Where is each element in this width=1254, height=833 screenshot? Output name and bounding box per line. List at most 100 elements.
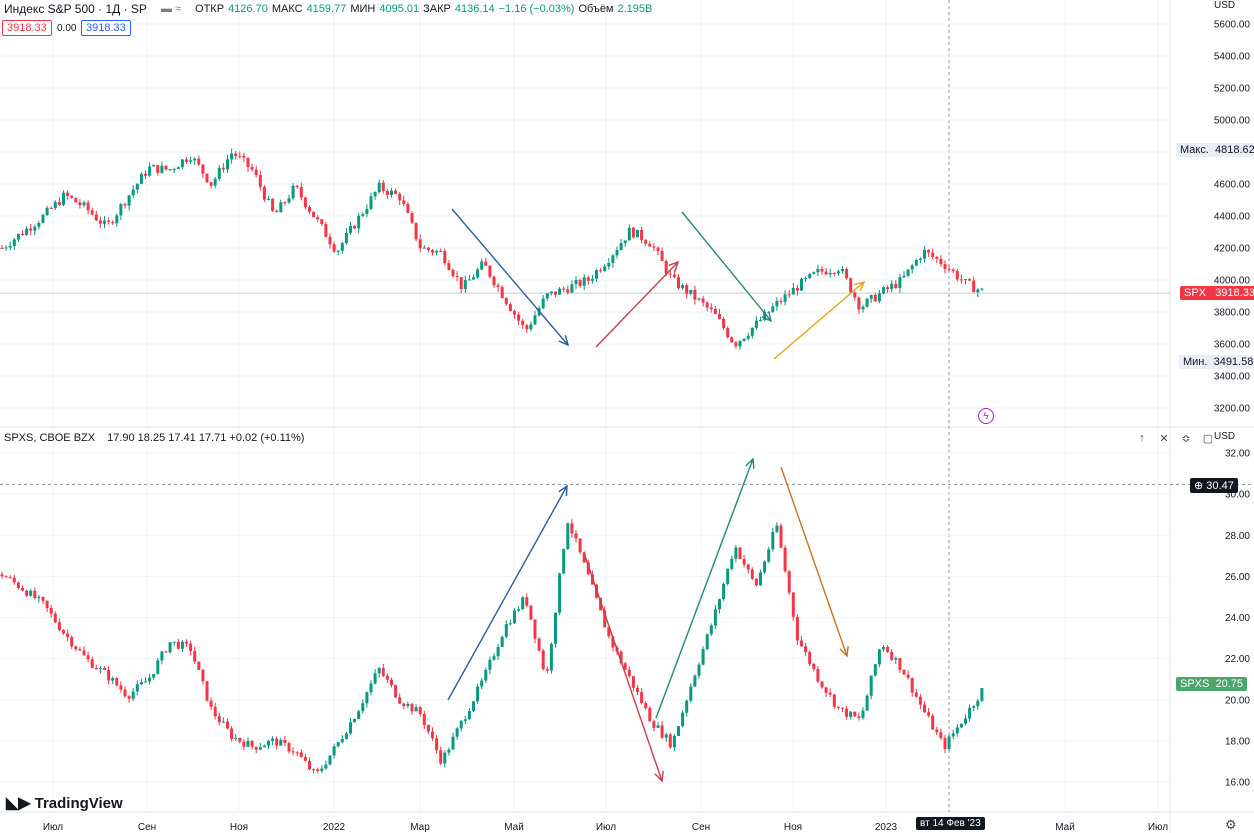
candle-body	[295, 185, 299, 188]
candle-body	[722, 583, 726, 600]
candle-body	[45, 207, 49, 215]
candle-body	[70, 637, 74, 647]
candle-body	[734, 342, 738, 347]
price-tick-label: 26.00	[1225, 572, 1250, 583]
spread-value: 0.00	[57, 23, 77, 34]
candle-body	[836, 706, 840, 708]
lightning-icon[interactable]: ϟ	[978, 408, 994, 424]
spxs-value: 20.75	[1215, 678, 1244, 690]
candle-body	[558, 573, 562, 613]
candle-body	[246, 157, 250, 168]
candle-body	[275, 210, 279, 213]
trend-arrow-red-bottom-head	[654, 770, 664, 783]
currency-top[interactable]: USD	[1214, 0, 1236, 11]
candle-body	[976, 289, 980, 293]
candle-body	[607, 262, 611, 267]
candle-body	[250, 167, 254, 170]
compare-icon[interactable]: ▬ ≈	[160, 3, 182, 15]
candle-body	[767, 549, 771, 562]
candle-body	[927, 712, 931, 716]
candle-body	[611, 255, 615, 263]
candle-body	[902, 275, 906, 278]
candle-body	[492, 276, 496, 286]
move-up-icon[interactable]: ↑	[1139, 432, 1145, 444]
candle-body	[816, 669, 820, 682]
candle-body	[828, 692, 832, 695]
candle-body	[406, 703, 410, 706]
candle-body	[722, 318, 726, 329]
price-tick-label: 16.00	[1225, 778, 1250, 789]
buy-button[interactable]: 3918.33	[81, 20, 131, 36]
close-pane-icon[interactable]: ✕	[1159, 432, 1169, 445]
sell-button[interactable]: 3918.33	[2, 20, 52, 36]
symbol-title[interactable]: Индекс S&P 500 · 1Д · SP	[4, 2, 147, 16]
candle-body	[713, 609, 717, 626]
candle-body	[90, 210, 94, 215]
add-alert-icon[interactable]: ⊕	[1194, 480, 1204, 492]
lower-symbol-title[interactable]: SPXS, CBOE BZX	[4, 432, 96, 444]
candle-body	[262, 186, 266, 200]
candle-body	[172, 169, 176, 171]
candle-body	[299, 752, 303, 758]
candle-body	[484, 669, 488, 681]
settings-gear-icon[interactable]: ⚙	[1225, 817, 1237, 832]
candle-body	[730, 558, 734, 569]
candle-body	[185, 159, 188, 162]
candle-body	[431, 731, 434, 739]
candle-body	[148, 677, 152, 682]
candle-body	[90, 659, 94, 668]
candle-body	[467, 279, 471, 281]
candle-body	[209, 182, 213, 186]
tradingview-logo[interactable]: ◣▶ TradingView	[6, 793, 123, 813]
open-label: ОТКР	[195, 3, 225, 15]
candle-body	[791, 592, 795, 617]
candle-body	[902, 669, 906, 675]
candle-body	[443, 250, 447, 264]
candle-body	[951, 733, 955, 737]
candle-body	[910, 265, 914, 270]
collapse-icon[interactable]: ≎	[1181, 432, 1191, 445]
candle-body	[16, 233, 20, 240]
candle-body	[144, 173, 147, 176]
candle-body	[74, 646, 78, 650]
candle-body	[492, 656, 496, 660]
candle-body	[0, 574, 4, 577]
maximize-icon[interactable]: ▢	[1202, 432, 1214, 445]
candle-body	[320, 219, 324, 224]
candle-body	[832, 273, 836, 275]
candle-body	[619, 243, 623, 251]
candle-body	[197, 661, 201, 670]
candle-body	[742, 559, 746, 565]
candle-body	[62, 192, 65, 205]
candle-body	[361, 703, 365, 712]
candle-body	[402, 703, 406, 706]
candle-body	[959, 279, 963, 281]
candle-body	[53, 613, 57, 623]
candle-body	[205, 681, 209, 701]
candle-body	[98, 668, 102, 670]
candle-body	[652, 246, 656, 248]
candle-body	[701, 649, 705, 665]
candle-body	[681, 285, 685, 289]
candle-body	[180, 641, 184, 649]
candle-body	[623, 240, 627, 244]
candle-body	[160, 651, 164, 661]
candle-body	[656, 725, 660, 728]
candle-body	[271, 198, 275, 211]
candle-body	[558, 288, 562, 295]
trend-arrow-red-top	[595, 261, 679, 348]
currency-bottom[interactable]: USD	[1214, 431, 1236, 442]
candle-body	[517, 609, 521, 611]
tradingview-logo-icon: ◣▶	[6, 795, 31, 812]
candle-body	[250, 740, 254, 747]
candle-body	[103, 220, 106, 224]
candle-body	[656, 247, 660, 251]
candle-body	[513, 311, 516, 315]
candle-body	[299, 187, 303, 198]
candle-body	[726, 328, 730, 338]
high-label: МАКС	[271, 3, 303, 15]
close-label: ЗАКР	[423, 3, 451, 15]
candle-body	[156, 660, 160, 674]
min-badge: Мин. 3491.58	[1179, 355, 1254, 369]
